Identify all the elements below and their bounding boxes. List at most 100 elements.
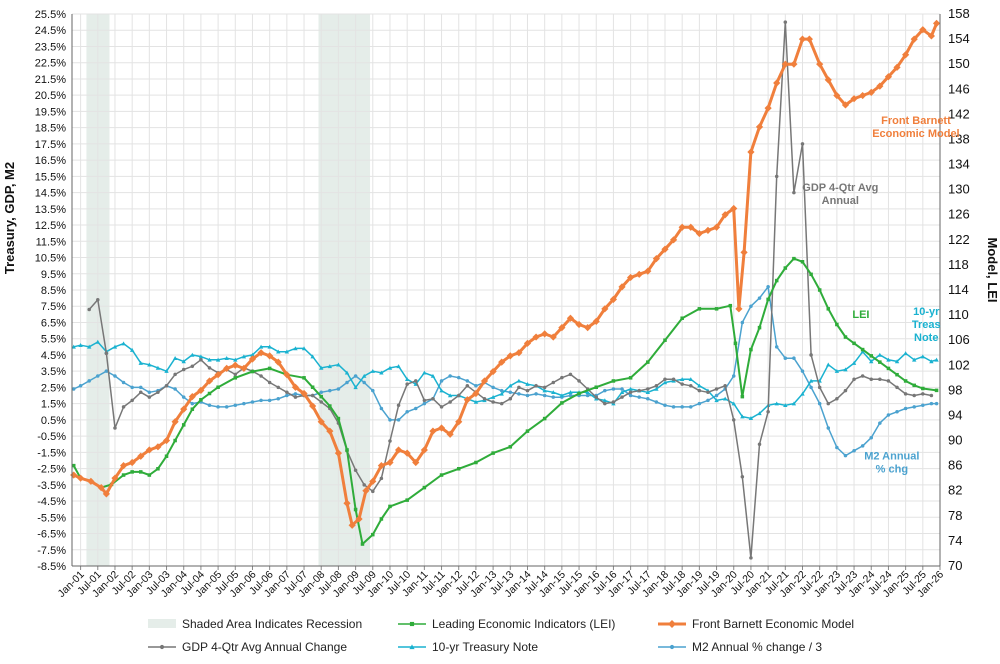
data-point xyxy=(611,379,616,383)
y-left-tick-label: -8.5% xyxy=(37,561,66,573)
data-point xyxy=(781,60,789,68)
data-point xyxy=(257,349,265,357)
data-point xyxy=(706,398,710,403)
data-point xyxy=(525,393,530,398)
data-point xyxy=(301,346,307,351)
data-point xyxy=(680,382,684,386)
data-point xyxy=(669,236,678,244)
y-left-tick-label: 7.5% xyxy=(41,301,66,313)
data-point xyxy=(921,392,925,396)
data-point xyxy=(929,401,934,406)
data-point xyxy=(679,377,685,382)
data-point xyxy=(491,385,495,390)
series-line xyxy=(73,341,937,420)
data-point xyxy=(102,490,110,498)
data-point xyxy=(353,385,358,390)
data-point xyxy=(240,364,248,373)
data-point xyxy=(267,344,272,349)
data-point xyxy=(809,272,813,277)
data-point xyxy=(473,399,479,404)
data-point xyxy=(792,190,796,195)
y-right-tick-label: 118 xyxy=(948,257,969,272)
data-point xyxy=(809,385,813,390)
data-point xyxy=(826,307,831,311)
annotation-label: % chg xyxy=(876,463,908,475)
data-point xyxy=(687,223,695,231)
y-right-tick-label: 78 xyxy=(948,508,962,523)
data-point xyxy=(740,474,745,479)
data-point xyxy=(431,397,435,401)
data-point xyxy=(766,284,770,289)
data-point xyxy=(575,320,583,329)
data-point xyxy=(319,365,324,370)
y-left-tick-label: -7.5% xyxy=(37,545,66,557)
data-point xyxy=(843,453,848,458)
data-point xyxy=(912,357,917,362)
data-point xyxy=(353,374,358,378)
data-point xyxy=(792,256,796,261)
legend-label: Shaded Area Indicates Recession xyxy=(182,617,362,631)
y-right-tick-label: 126 xyxy=(948,207,970,222)
y-right-tick-label: 70 xyxy=(948,558,962,573)
data-point xyxy=(654,384,659,388)
data-point xyxy=(740,394,745,399)
data-point xyxy=(532,333,540,341)
data-point xyxy=(902,51,910,59)
data-point xyxy=(646,397,650,401)
data-point xyxy=(87,379,91,383)
data-point xyxy=(755,123,764,131)
data-point xyxy=(104,369,109,373)
legend-item: GDP 4-Qtr Avg Annual Change xyxy=(148,640,347,654)
data-point xyxy=(396,364,401,369)
data-point xyxy=(852,377,856,382)
y-right-tick-label: 142 xyxy=(948,106,970,121)
data-point xyxy=(396,403,401,408)
data-point xyxy=(121,380,126,385)
data-point xyxy=(774,345,779,349)
data-point xyxy=(215,357,221,362)
data-point xyxy=(353,507,358,512)
data-point xyxy=(619,390,625,395)
data-point xyxy=(869,359,874,364)
data-point xyxy=(499,391,504,396)
data-point xyxy=(783,20,788,24)
data-point xyxy=(276,385,281,390)
data-point xyxy=(704,226,712,235)
data-point xyxy=(663,377,667,382)
data-point xyxy=(310,393,315,398)
data-point xyxy=(860,347,865,352)
y-left-tick-label: -2.5% xyxy=(37,464,66,476)
data-point xyxy=(448,400,452,404)
annotation-label: Treas xyxy=(912,319,941,331)
data-point xyxy=(714,393,719,398)
y-left-tick-label: -3.5% xyxy=(37,480,66,492)
data-point xyxy=(190,364,195,369)
data-point xyxy=(293,346,298,351)
data-point xyxy=(429,427,437,435)
data-point xyxy=(113,374,117,378)
data-point xyxy=(542,416,547,421)
data-point xyxy=(661,245,669,253)
data-point xyxy=(731,401,736,406)
data-point xyxy=(490,394,496,399)
data-point xyxy=(723,384,727,388)
data-point xyxy=(577,391,581,396)
legend-marker xyxy=(669,644,675,650)
data-point xyxy=(912,393,916,398)
data-point xyxy=(276,349,281,354)
data-point xyxy=(800,391,805,396)
data-point xyxy=(95,339,100,344)
data-point xyxy=(199,398,203,402)
data-point xyxy=(895,410,899,414)
data-point xyxy=(921,386,925,391)
y-right-tick-label: 122 xyxy=(948,232,970,247)
legend-item: Shaded Area Indicates Recession xyxy=(148,617,362,631)
data-point xyxy=(319,400,323,404)
y-left-tick-label: 10.5% xyxy=(35,253,66,265)
data-point xyxy=(171,418,179,426)
y-left-tick-label: 20.5% xyxy=(35,90,66,102)
data-point xyxy=(491,400,495,404)
data-point xyxy=(422,370,427,375)
data-point xyxy=(388,504,392,509)
data-point xyxy=(618,283,626,291)
